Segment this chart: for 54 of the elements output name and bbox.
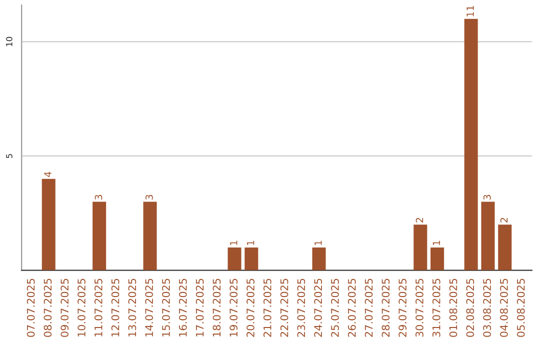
x-tick-label: 16.07.2025 (178, 278, 187, 336)
x-tick-label: 20.07.2025 (246, 278, 254, 337)
bar (228, 247, 242, 270)
x-tick-label: 31.07.2025 (432, 278, 440, 337)
x-tick-label: 10.07.2025 (78, 278, 86, 336)
x-tick-label: 03.08.2025 (483, 278, 491, 337)
data-label: 3 (94, 194, 102, 200)
x-tick-label: 18.07.2025 (212, 278, 221, 336)
data-label: 3 (145, 194, 153, 200)
x-tick-label: 27.07.2025 (364, 278, 373, 337)
bar (244, 247, 258, 270)
bar (143, 202, 157, 270)
data-label: 1 (247, 240, 254, 245)
data-label: 3 (483, 194, 491, 200)
bar (464, 18, 478, 270)
x-tick-label: 02.08.2025 (466, 278, 474, 337)
data-label: 1 (432, 240, 440, 245)
x-tick-label: 17.07.2025 (196, 278, 204, 336)
data-label: 2 (416, 218, 424, 222)
x-tick-label: 01.08.2025 (449, 278, 458, 337)
x-tick-label: 13.07.2025 (128, 278, 136, 336)
x-tick-label: 29.07.2025 (398, 278, 407, 337)
bar (414, 224, 428, 270)
x-tick-label: 28.07.2025 (382, 278, 390, 337)
bar (481, 202, 495, 270)
x-tick-label: 11.07.2025 (94, 278, 102, 336)
x-tick-label: 25.07.2025 (331, 278, 339, 337)
bar (92, 202, 106, 270)
y-tick-label: 5 (6, 154, 12, 158)
data-label: 11 (466, 6, 474, 16)
x-tick-label: 09.07.2025 (60, 278, 69, 337)
data-label: 1 (230, 240, 238, 245)
bar (430, 247, 444, 270)
x-tick-label: 12.07.2025 (111, 278, 120, 336)
x-tick-label: 14.07.2025 (145, 278, 154, 336)
x-tick-label: 04.08.2025 (500, 278, 508, 337)
data-label: 4 (44, 172, 52, 177)
bar (498, 224, 512, 270)
bar (42, 178, 56, 270)
x-tick-label: 30.07.2025 (416, 278, 424, 337)
bar (312, 247, 326, 270)
x-tick-label: 19.07.2025 (230, 278, 238, 336)
x-tick-label: 22.07.2025 (280, 278, 288, 337)
x-tick-label: 07.07.2025 (26, 278, 35, 337)
x-tick-label: 24.07.2025 (314, 278, 322, 337)
x-tick-label: 05.08.2025 (516, 278, 525, 337)
y-tick-label: 10 (6, 36, 12, 46)
data-label: 1 (314, 240, 322, 245)
x-tick-label: 23.07.2025 (297, 278, 306, 337)
x-tick-label: 26.07.2025 (348, 278, 356, 337)
x-tick-label: 15.07.2025 (162, 278, 170, 336)
x-tick-label: 21.07.2025 (263, 278, 272, 337)
data-label: 2 (500, 218, 508, 222)
x-tick-label: 08.07.2025 (44, 278, 52, 337)
